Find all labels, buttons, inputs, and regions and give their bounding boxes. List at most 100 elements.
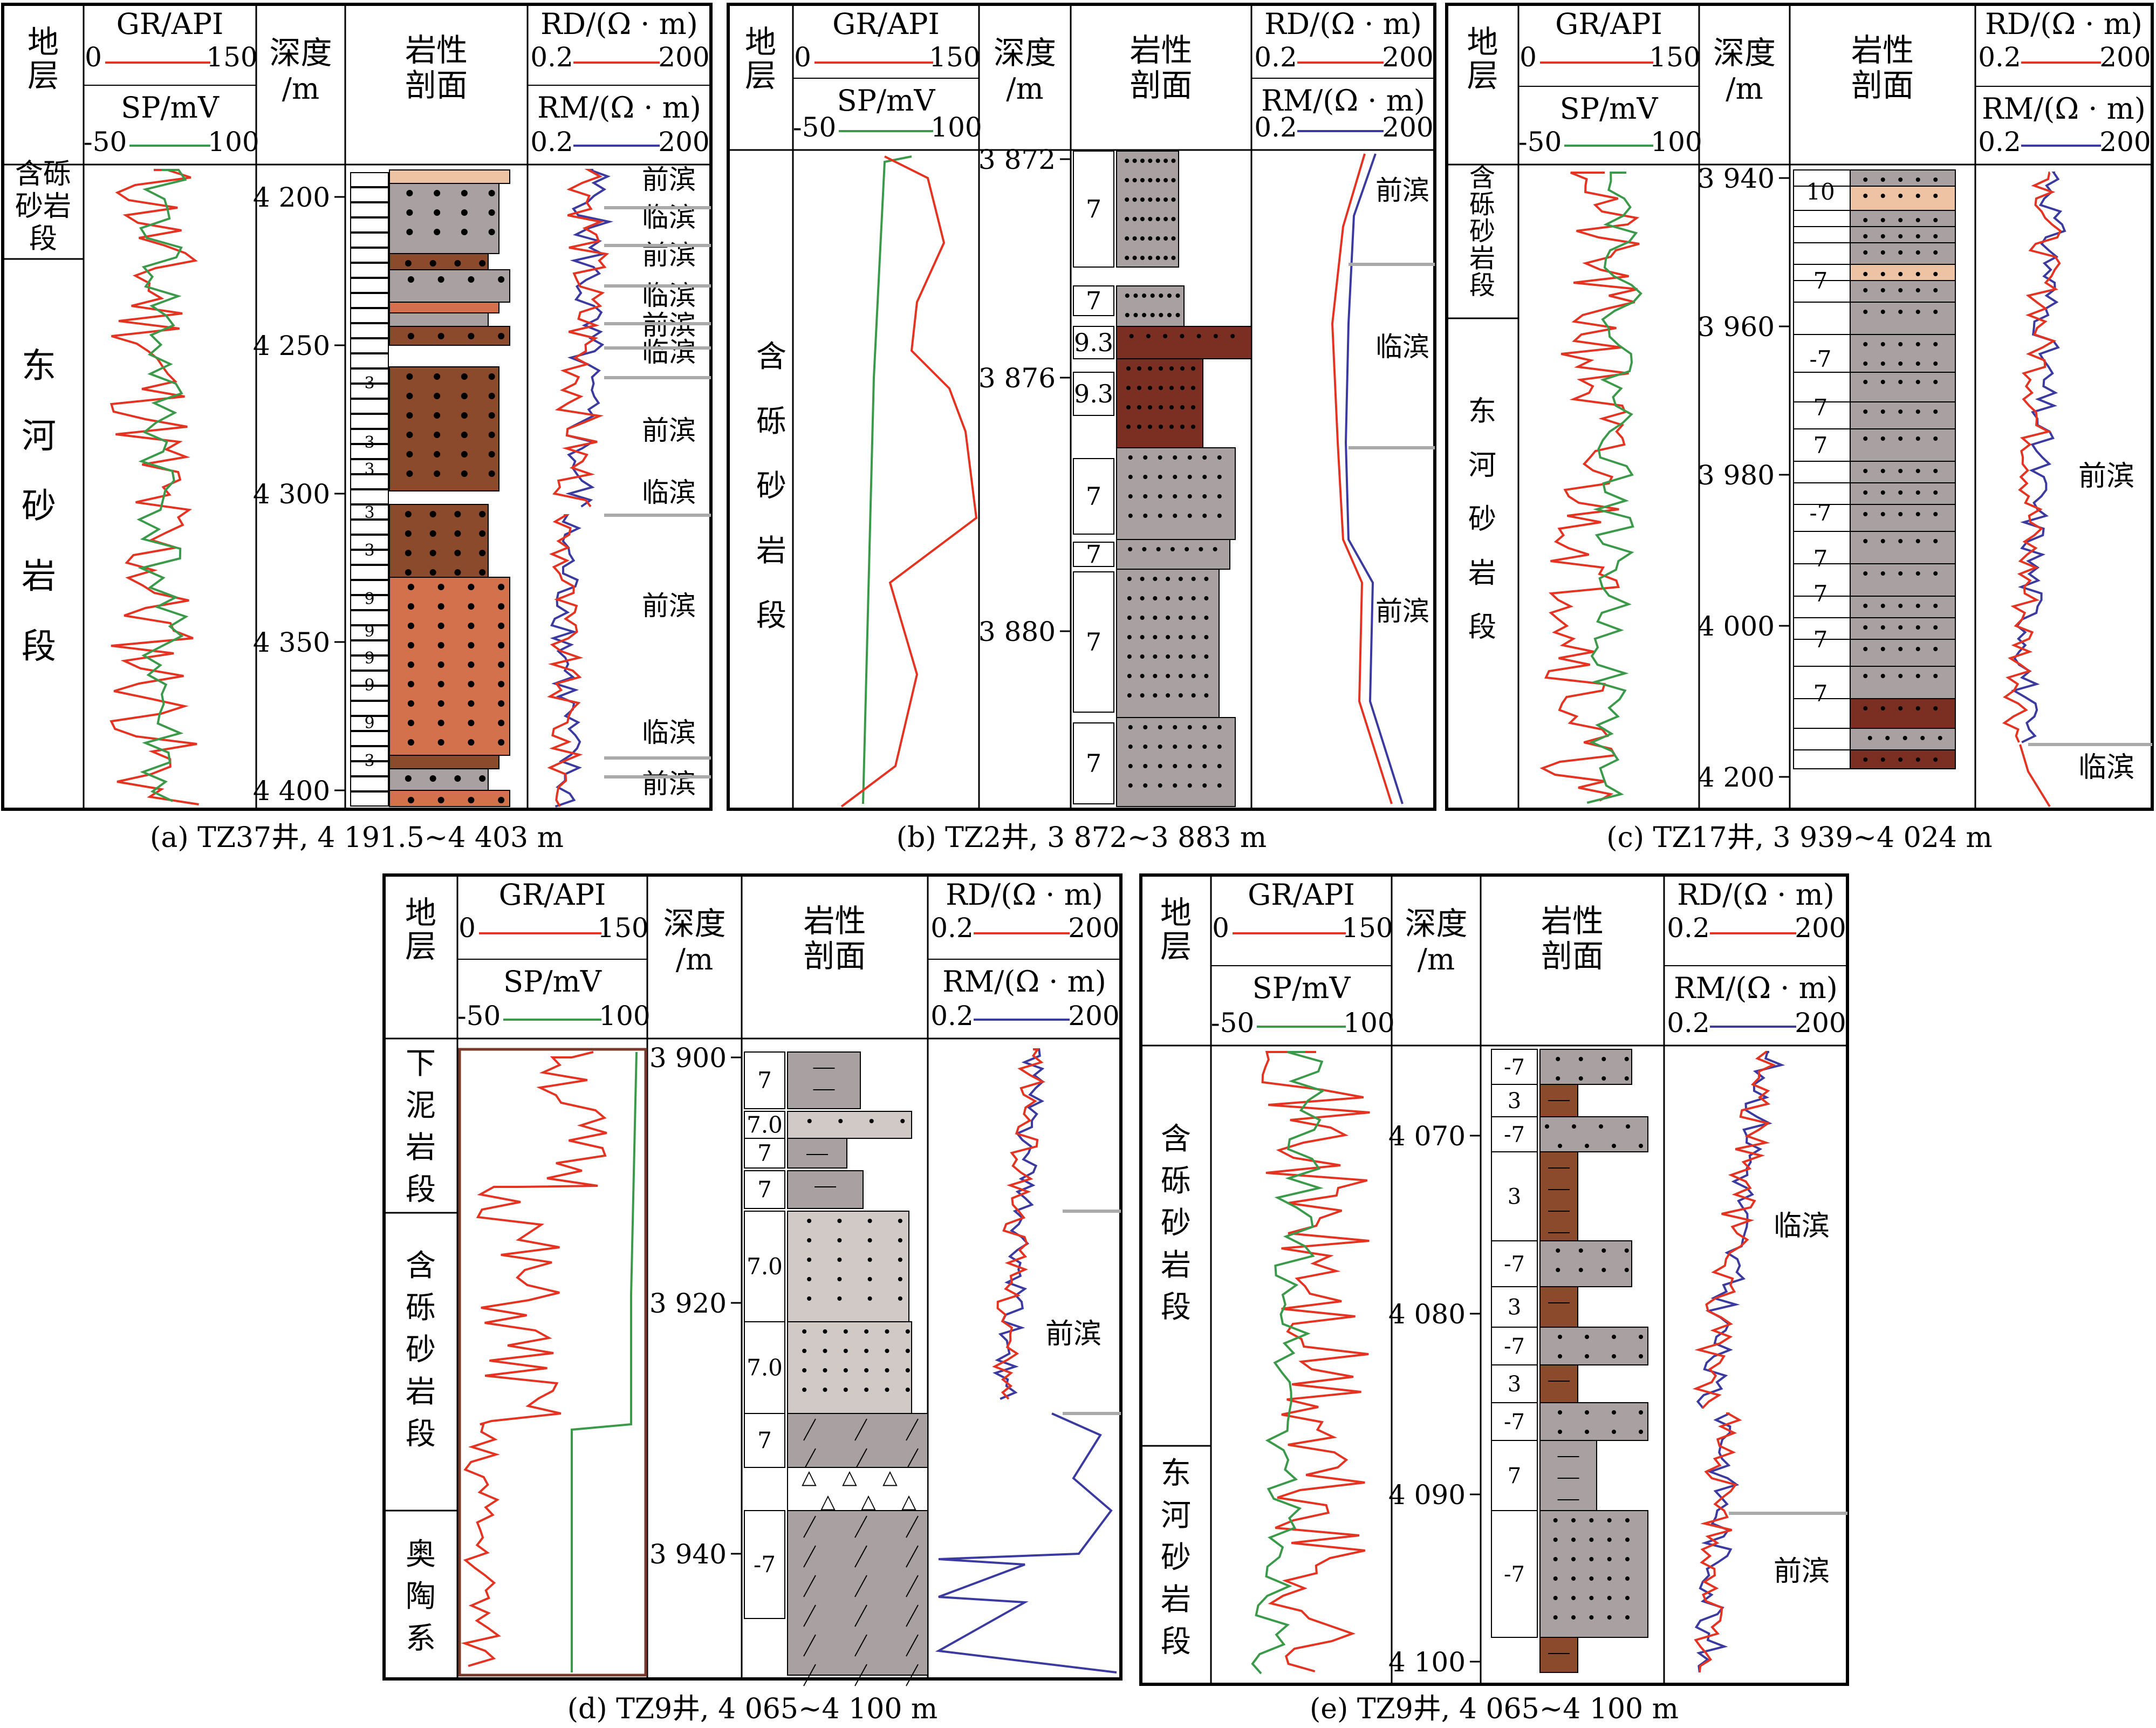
facies-b-2: 前滨 <box>1375 596 1429 627</box>
formation-c-2-char: 东 <box>1468 395 1496 428</box>
lith-block-c-14 <box>1850 504 1956 532</box>
facies-e-0: 临滨 <box>1774 1210 1830 1242</box>
rm-max: 200 <box>2099 126 2151 158</box>
formation-a-dh-char: 东 <box>22 346 56 386</box>
rd-curve-a2 <box>547 514 584 807</box>
lith-block-a-12 <box>389 790 510 807</box>
gr-min: 0 <box>1520 42 1537 73</box>
rd-curve-e <box>1692 1051 1776 1409</box>
lith-code-b-1: 7 <box>1086 286 1101 316</box>
formation-b-char: 段 <box>756 598 786 633</box>
formation-e-1-char: 砂 <box>1161 1206 1191 1241</box>
lith-block-c-15 <box>1850 531 1956 564</box>
lith-code-d-1: 7.0 <box>747 1112 783 1138</box>
lith-code-b-6: 7 <box>1086 627 1101 657</box>
formation-header: 地层 <box>1467 24 1498 94</box>
rm-curve-a2 <box>550 514 582 808</box>
caption-c: (c) TZ17井, 3 939~4 024 m <box>1606 822 1992 854</box>
rd-header: RD/(Ω · m) <box>1985 7 2143 41</box>
lith-block-c-8 <box>1850 334 1956 373</box>
formation-b-char: 含 <box>756 339 786 374</box>
rd-curve-a <box>552 169 610 508</box>
formation-e-2-char: 河 <box>1161 1498 1191 1533</box>
lith-block-d-6 <box>787 1413 928 1468</box>
rm-curve-a <box>565 169 614 508</box>
formation-b-char: 砾 <box>756 404 786 439</box>
rm-curve-b <box>1344 153 1404 804</box>
rm-max: 200 <box>658 126 709 158</box>
gr-curve-c <box>1539 172 1640 802</box>
lith-code-d-4: 7.0 <box>747 1253 783 1280</box>
formation-header: 地层 <box>28 24 59 94</box>
formation-e-2-char: 岩 <box>1161 1582 1191 1617</box>
rd-curve-b <box>1331 153 1393 804</box>
lith-block-a-1 <box>389 183 499 254</box>
lith-header-2: 剖面 <box>1130 67 1192 104</box>
conglomerate-d: △ <box>882 1466 898 1488</box>
lith-code-e-7: 3 <box>1508 1372 1521 1397</box>
formation-header: 地层 <box>405 894 436 965</box>
lith-code-c-5: -7 <box>1810 500 1832 526</box>
lith-block-e-8 <box>1539 1402 1648 1441</box>
sp-max: 100 <box>1651 126 1702 158</box>
lith-block-e-0 <box>1539 1049 1632 1085</box>
rm-curve-e <box>1696 1051 1785 1409</box>
depth-unit: /m <box>1726 72 1763 106</box>
lith-code-e-1: 3 <box>1508 1089 1521 1114</box>
rm-min: 0.2 <box>1978 126 2021 158</box>
formation-header-char: 层 <box>1467 57 1498 94</box>
formation-d-1-char: 下 <box>406 1046 436 1081</box>
depth-header: 深度 <box>269 35 332 71</box>
lith-code-e-3: 3 <box>1508 1185 1521 1210</box>
formation-d-2-char: 砂 <box>406 1333 436 1368</box>
lith-block-b-4 <box>1116 447 1236 540</box>
formation-d-3-char: 陶 <box>406 1579 436 1614</box>
lith-code-c-2: -7 <box>1810 346 1832 372</box>
lith-code-e-0: -7 <box>1504 1055 1525 1080</box>
rm-curve-e2 <box>1694 1412 1740 1673</box>
lith-block-c-9 <box>1850 372 1956 402</box>
depth-tick-b-2: 3 880 <box>978 616 1056 647</box>
sp-curve-c <box>1586 172 1642 804</box>
lith-code-c-6: 7 <box>1813 545 1828 572</box>
conglomerate-d: △ <box>842 1466 857 1488</box>
formation-d-3-char: 系 <box>406 1621 436 1656</box>
sp-max: 100 <box>1343 1007 1394 1039</box>
sp-curve-e <box>1251 1051 1325 1675</box>
rm-curve-d2 <box>935 1412 1117 1674</box>
lith-block-d-0 <box>787 1051 861 1109</box>
formation-c-2-char: 岩 <box>1468 557 1496 590</box>
formation-c-2-char: 砂 <box>1468 503 1496 536</box>
formation-header: 地层 <box>1160 894 1192 965</box>
lith-code-a-10: 3 <box>364 752 374 770</box>
lith-block-e-11 <box>1539 1637 1578 1673</box>
formation-header-char: 层 <box>405 928 436 965</box>
gr-min: 0 <box>85 42 102 73</box>
lith-block-a-2 <box>389 253 489 270</box>
formation-c-1-char: 段 <box>1469 270 1495 300</box>
lith-code-a-1: 3 <box>364 433 374 452</box>
lith-block-d-2 <box>787 1138 847 1169</box>
lith-block-b-0 <box>1116 151 1179 268</box>
lith-header: 岩性 <box>1541 903 1604 939</box>
formation-a-3: 段 <box>29 223 57 255</box>
rd-curve-c2 <box>2019 744 2051 808</box>
depth-unit: /m <box>1418 942 1455 976</box>
facies-a-8: 前滨 <box>642 590 696 621</box>
lith-code-a-0: 3 <box>364 374 374 393</box>
lith-block-e-5 <box>1539 1286 1578 1328</box>
formation-a-dh-char: 岩 <box>22 557 56 597</box>
formation-e-1-char: 岩 <box>1161 1248 1191 1283</box>
rd-min: 0.2 <box>530 42 573 73</box>
lith-block-e-6 <box>1539 1327 1648 1365</box>
lith-block-c-19 <box>1850 639 1956 667</box>
lith-header-2: 剖面 <box>405 67 468 104</box>
rd-curve-d <box>992 1048 1046 1400</box>
